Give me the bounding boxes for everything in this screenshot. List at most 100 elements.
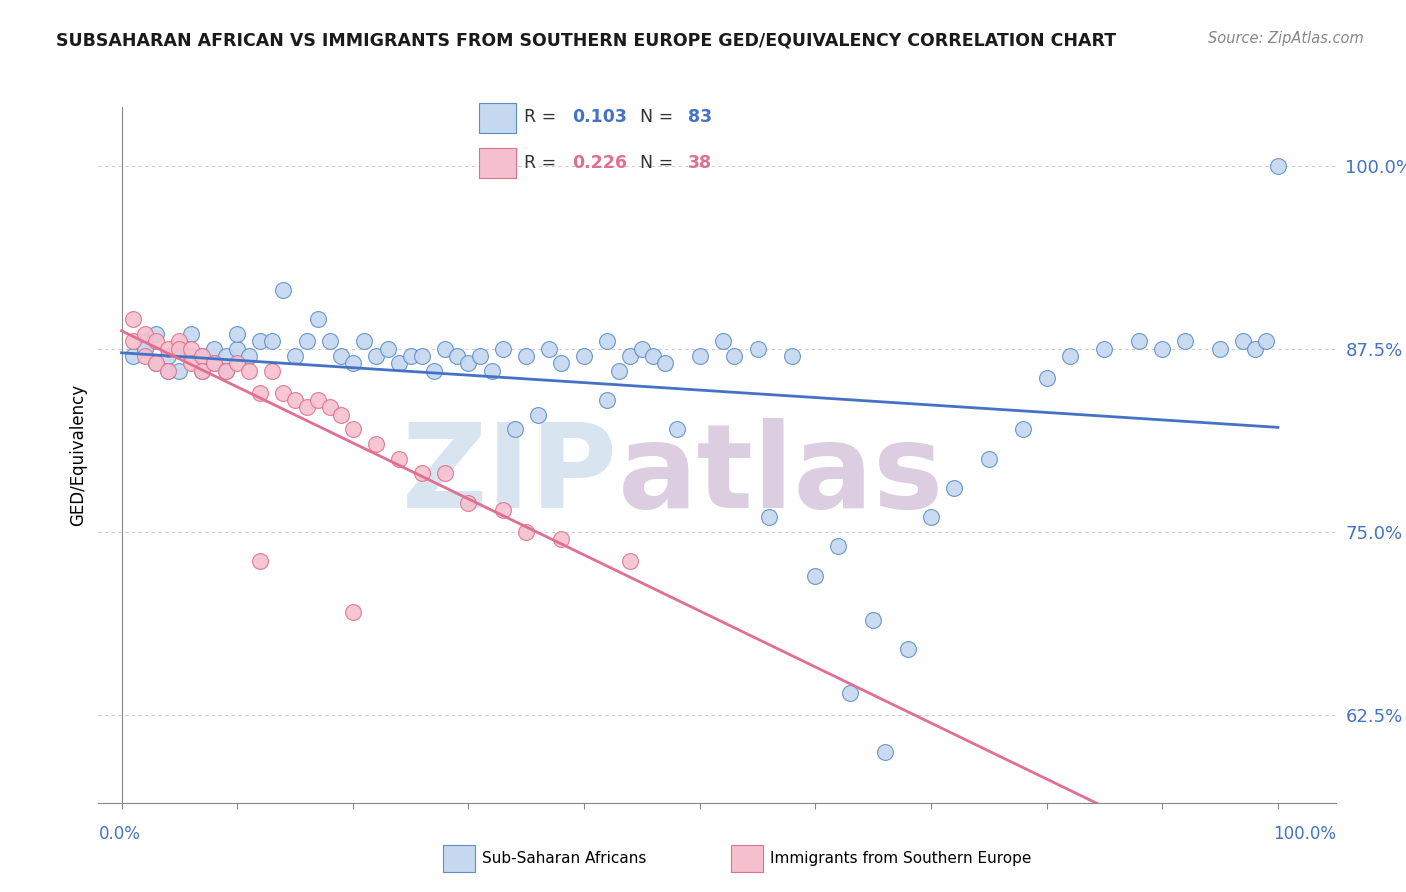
- Point: [260, 364, 283, 378]
- Point: [156, 364, 179, 378]
- Point: [169, 364, 191, 378]
- Point: [202, 356, 225, 370]
- Point: [515, 524, 537, 539]
- Point: [1174, 334, 1197, 349]
- Point: [1128, 334, 1150, 349]
- Text: R =: R =: [524, 109, 562, 127]
- Point: [654, 356, 676, 370]
- Point: [122, 312, 145, 326]
- Point: [468, 349, 491, 363]
- Point: [284, 392, 307, 407]
- Point: [723, 349, 745, 363]
- Point: [388, 356, 411, 370]
- Y-axis label: GED/Equivalency: GED/Equivalency: [69, 384, 87, 526]
- Bar: [479, 148, 516, 178]
- Point: [1232, 334, 1254, 349]
- Point: [169, 342, 191, 356]
- Bar: [731, 845, 762, 872]
- Point: [214, 364, 236, 378]
- Point: [1209, 342, 1232, 356]
- Point: [342, 356, 364, 370]
- Point: [145, 327, 167, 342]
- Text: SUBSAHARAN AFRICAN VS IMMIGRANTS FROM SOUTHERN EUROPE GED/EQUIVALENCY CORRELATIO: SUBSAHARAN AFRICAN VS IMMIGRANTS FROM SO…: [56, 31, 1116, 49]
- Point: [191, 349, 214, 363]
- Point: [596, 392, 619, 407]
- Point: [260, 334, 283, 349]
- Point: [214, 364, 236, 378]
- Point: [827, 540, 849, 554]
- Text: R =: R =: [524, 153, 562, 171]
- Point: [550, 356, 572, 370]
- Point: [169, 342, 191, 356]
- Text: ZIP: ZIP: [402, 418, 619, 533]
- Point: [307, 392, 329, 407]
- Point: [423, 364, 446, 378]
- Text: 83: 83: [688, 109, 711, 127]
- Point: [1267, 159, 1289, 173]
- Point: [388, 451, 411, 466]
- Point: [411, 349, 433, 363]
- Text: 0.226: 0.226: [572, 153, 627, 171]
- Text: N =: N =: [640, 109, 679, 127]
- Point: [191, 364, 214, 378]
- Bar: [479, 103, 516, 133]
- Point: [180, 356, 202, 370]
- Point: [1012, 422, 1035, 436]
- Point: [780, 349, 803, 363]
- Point: [180, 327, 202, 342]
- Point: [619, 554, 641, 568]
- Point: [238, 364, 260, 378]
- Point: [342, 422, 364, 436]
- Point: [364, 437, 387, 451]
- Point: [665, 422, 688, 436]
- Point: [318, 401, 340, 415]
- Point: [169, 334, 191, 349]
- Point: [920, 510, 942, 524]
- Point: [156, 342, 179, 356]
- Point: [273, 385, 295, 400]
- Point: [643, 349, 665, 363]
- Point: [226, 342, 249, 356]
- Point: [862, 613, 884, 627]
- Point: [1256, 334, 1278, 349]
- Text: 100.0%: 100.0%: [1272, 825, 1336, 843]
- Point: [145, 356, 167, 370]
- Point: [330, 408, 353, 422]
- Point: [180, 349, 202, 363]
- Point: [122, 334, 145, 349]
- Point: [481, 364, 503, 378]
- Point: [411, 467, 433, 481]
- Point: [446, 349, 468, 363]
- Text: Immigrants from Southern Europe: Immigrants from Southern Europe: [770, 851, 1031, 866]
- Point: [492, 503, 515, 517]
- Point: [214, 349, 236, 363]
- Point: [330, 349, 353, 363]
- Point: [364, 349, 387, 363]
- Point: [353, 334, 375, 349]
- Point: [156, 364, 179, 378]
- Point: [307, 312, 329, 326]
- Point: [515, 349, 537, 363]
- Point: [134, 342, 156, 356]
- Point: [145, 356, 167, 370]
- Point: [977, 451, 1000, 466]
- Point: [377, 342, 399, 356]
- Point: [619, 349, 641, 363]
- Bar: [443, 845, 475, 872]
- Point: [839, 686, 862, 700]
- Text: N =: N =: [640, 153, 679, 171]
- Point: [503, 422, 526, 436]
- Point: [145, 334, 167, 349]
- Point: [596, 334, 619, 349]
- Point: [134, 327, 156, 342]
- Text: atlas: atlas: [619, 418, 945, 533]
- Point: [1243, 342, 1265, 356]
- Point: [434, 467, 457, 481]
- Point: [202, 356, 225, 370]
- Point: [689, 349, 711, 363]
- Point: [607, 364, 630, 378]
- Point: [226, 356, 249, 370]
- Point: [273, 283, 295, 297]
- Point: [804, 568, 827, 582]
- Point: [284, 349, 307, 363]
